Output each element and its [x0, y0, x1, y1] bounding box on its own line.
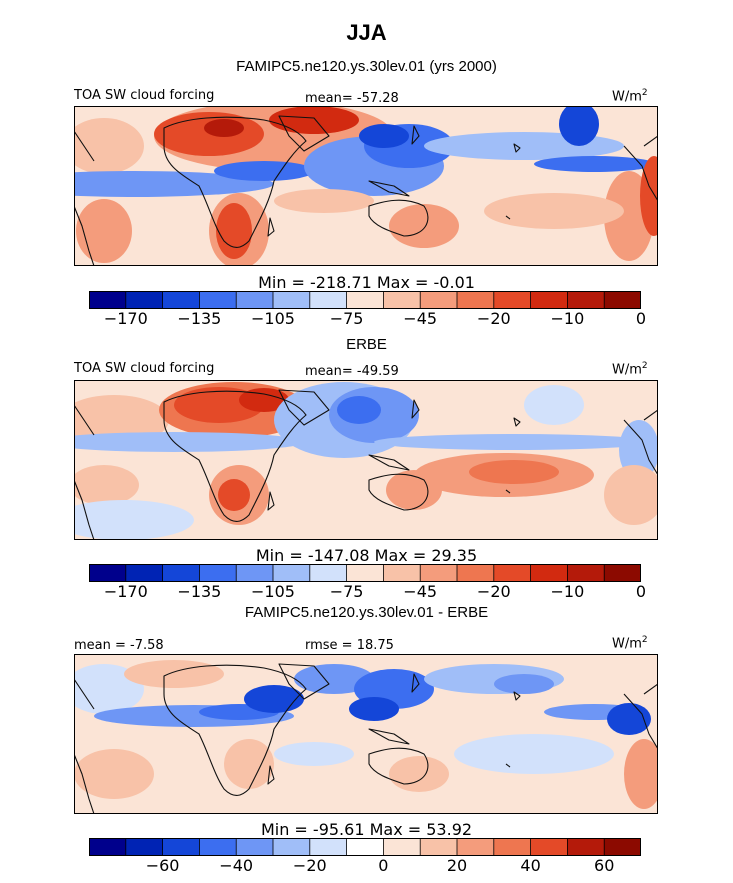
- colorbar-swatch: [236, 838, 274, 856]
- diff-panel-title: FAMIPC5.ne120.ys.30lev.01 - ERBE: [244, 604, 489, 621]
- colorbar-swatch: [309, 838, 347, 856]
- colorbar-tick-label: 40: [520, 856, 541, 875]
- colorbar-tick-label: −45: [403, 582, 438, 601]
- diff-mean-label: mean = -7.58: [74, 638, 164, 653]
- colorbar-tick-label: −20: [476, 582, 511, 601]
- model-units-label: W/m2: [612, 88, 648, 105]
- obs-panel-title: ERBE: [346, 336, 387, 353]
- diff-map: [74, 654, 658, 814]
- colorbar-tick-label: −135: [177, 582, 222, 601]
- colorbar-swatch: [530, 291, 568, 309]
- colorbar-tick-label: −10: [550, 582, 585, 601]
- colorbar-swatch: [604, 291, 641, 309]
- colorbar-swatch: [420, 838, 458, 856]
- colorbar-swatch: [457, 291, 495, 309]
- colorbar-frame: [89, 291, 641, 309]
- diff-min-max: Min = -95.61 Max = 53.92: [260, 820, 473, 839]
- colorbar-tick-label: 20: [446, 856, 468, 875]
- model-map: [74, 106, 658, 266]
- colorbar-swatch: [125, 291, 163, 309]
- colorbar-tick-label: −170: [103, 582, 148, 601]
- model-mean-label: mean= -57.28: [305, 91, 399, 106]
- colorbar-swatch: [493, 564, 531, 582]
- colorbar-swatch: [89, 838, 127, 856]
- colorbar-swatch: [493, 838, 531, 856]
- obs-mean-label: mean= -49.59: [305, 364, 399, 379]
- colorbar-tick-label: −105: [251, 309, 295, 328]
- colorbar-swatch: [604, 838, 641, 856]
- colorbar-swatch: [89, 291, 127, 309]
- obs-colorbar: [89, 564, 641, 582]
- colorbar-swatch: [162, 564, 200, 582]
- model-variable-label: TOA SW cloud forcing: [74, 88, 215, 103]
- colorbar-swatch: [236, 291, 274, 309]
- obs-units-label: W/m2: [612, 361, 648, 378]
- colorbar-tick-label: −60: [145, 856, 180, 875]
- obs-map: [74, 380, 658, 540]
- colorbar-swatch: [199, 838, 237, 856]
- colorbar-tick-label: 60: [594, 856, 615, 875]
- colorbar-tick-label: 0: [635, 309, 647, 328]
- colorbar-tick-label: −135: [177, 309, 222, 328]
- colorbar-swatch: [530, 564, 568, 582]
- colorbar-swatch: [236, 564, 274, 582]
- colorbar-swatch: [346, 291, 384, 309]
- diff-colorbar: [89, 838, 641, 856]
- model-panel-title: FAMIPC5.ne120.ys.30lev.01 (yrs 2000): [236, 58, 497, 75]
- model-colorbar: [89, 291, 641, 309]
- colorbar-swatch: [567, 838, 605, 856]
- colorbar-swatch: [346, 564, 384, 582]
- colorbar-swatch: [89, 564, 127, 582]
- colorbar-tick-label: −75: [329, 309, 364, 328]
- colorbar-swatch: [125, 564, 163, 582]
- colorbar-swatch: [493, 291, 531, 309]
- colorbar-tick-label: −10: [550, 309, 585, 328]
- colorbar-swatch: [420, 564, 458, 582]
- colorbar-swatch: [383, 564, 421, 582]
- colorbar-swatch: [420, 291, 458, 309]
- colorbar-swatch: [567, 564, 605, 582]
- colorbar-tick-label: −40: [219, 856, 254, 875]
- colorbar-frame: [89, 564, 641, 582]
- obs-variable-label: TOA SW cloud forcing: [74, 361, 215, 376]
- figure-title: JJA: [346, 20, 387, 45]
- diff-rmse-label: rmse = 18.75: [305, 638, 394, 653]
- colorbar-swatch: [530, 838, 568, 856]
- colorbar-swatch: [199, 291, 237, 309]
- colorbar-swatch: [383, 838, 421, 856]
- colorbar-tick-label: 0: [378, 856, 389, 875]
- colorbar-swatch: [162, 838, 200, 856]
- colorbar-swatch: [199, 564, 237, 582]
- colorbar-swatch: [567, 291, 605, 309]
- colorbar-tick-label: −105: [251, 582, 295, 601]
- colorbar-tick-label: −45: [403, 309, 438, 328]
- colorbar-swatch: [273, 564, 311, 582]
- colorbar-swatch: [309, 291, 347, 309]
- model-min-max: Min = -218.71 Max = -0.01: [258, 273, 475, 292]
- colorbar-swatch: [125, 838, 163, 856]
- colorbar-swatch: [383, 291, 421, 309]
- colorbar-swatch: [604, 564, 641, 582]
- colorbar-swatch: [273, 291, 311, 309]
- colorbar-tick-label: −20: [292, 856, 327, 875]
- colorbar-swatch: [457, 564, 495, 582]
- colorbar-tick-label: −170: [103, 309, 148, 328]
- colorbar-swatch: [162, 291, 200, 309]
- colorbar-swatch: [346, 838, 384, 856]
- obs-min-max: Min = -147.08 Max = 29.35: [255, 546, 478, 565]
- colorbar-frame: [89, 838, 641, 856]
- colorbar-swatch: [273, 838, 311, 856]
- colorbar-tick-label: −20: [476, 309, 511, 328]
- colorbar-swatch: [309, 564, 347, 582]
- colorbar-tick-label: −75: [329, 582, 364, 601]
- diff-units-label: W/m2: [612, 635, 648, 652]
- colorbar-tick-label: 0: [635, 582, 647, 601]
- colorbar-swatch: [457, 838, 495, 856]
